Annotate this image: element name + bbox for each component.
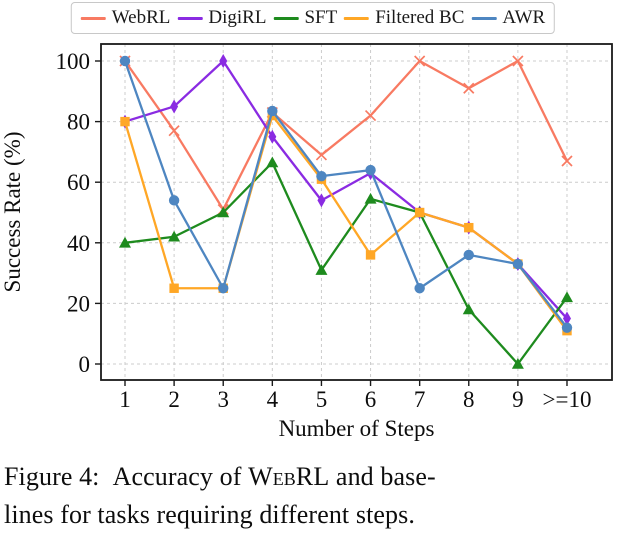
y-tick-label-60: 60 [67,170,90,195]
marker-triangle [511,358,524,369]
x-tick-label-7: 7 [414,387,426,412]
marker-triangle [119,236,131,248]
x-tick-label-9: 9 [512,387,524,412]
marker-triangle [364,192,377,204]
plot-border [100,43,613,381]
marker-x [561,155,573,167]
legend-label-digirl: DigiRL [208,7,267,28]
y-axis-label: Success Rate (%) [0,132,25,293]
marker-diamond [317,193,326,208]
marker-triangle [168,230,181,242]
marker-triangle [266,156,279,168]
legend-label-filtered-bc: Filtered BC [375,7,465,28]
series-line-awr [123,59,569,329]
figure-caption: Figure 4: Accuracy of WebRL and base- li… [4,458,624,534]
x-tick-label-2: 2 [168,387,180,412]
legend-item-sft: SFT [273,7,337,29]
marker-triangle [462,303,475,315]
marker-circle [512,258,524,270]
marker-diamond [170,99,179,114]
x-axis-label: Number of Steps [279,416,435,441]
series-digirl [121,54,571,326]
marker-x [463,82,475,94]
marker-square [464,222,474,233]
series-line-filtered-bc [123,114,569,332]
marker-circle [365,164,376,176]
caption-line-1: Figure 4: Accuracy of WebRL and base- [4,458,624,496]
marker-square [365,250,376,260]
x-tick-label-3: 3 [217,387,229,412]
legend-item-webrl: WebRL [80,7,171,29]
legend-label-webrl: WebRL [111,7,171,28]
x-tick-label-8: 8 [463,387,475,412]
y-tick-label-80: 80 [67,110,90,135]
axes: 1 2 3 4 5 6 7 8 9 >=10 0 20 40 60 80 100 [56,49,592,412]
y-tick-label-20: 20 [67,291,90,316]
legend-swatch-webrl [80,16,106,20]
legend-swatch-awr [471,16,497,20]
caption-line-2: lines for tasks requiring different step… [4,500,415,529]
series-sft [119,156,573,369]
series-line-sft [123,161,569,366]
line-chart: 1 2 3 4 5 6 7 8 9 >=10 0 20 40 60 80 100 Number of Steps… [0,43,613,441]
marker-circle [316,170,327,182]
marker-x [315,149,328,161]
legend-swatch-sft [273,16,299,20]
marker-square [120,116,130,127]
x-tick-label-1: 1 [119,387,131,412]
marker-x [512,55,524,67]
marker-circle [218,283,229,294]
legend-item-digirl: DigiRL [177,7,266,29]
series-webrl [119,55,573,216]
y-tick-label-40: 40 [67,231,90,256]
legend-item-awr: AWR [471,7,545,29]
caption-webrl-smallcaps: WebRL [248,462,330,491]
caption-text: Figure 4: Accuracy of [4,462,249,491]
x-tick-label--10: >=10 [543,387,592,412]
marker-triangle [315,264,328,275]
x-tick-label-5: 5 [316,387,328,412]
y-tick-label-100: 100 [56,49,91,74]
legend-swatch-digirl [177,16,203,20]
grid-lines [101,44,612,380]
x-tick-label-6: 6 [365,387,377,412]
legend-label-sft: SFT [304,7,338,28]
marker-diamond [562,311,571,326]
marker-circle [267,105,278,117]
marker-circle [119,55,131,67]
marker-square [169,283,179,293]
chart-legend: WebRL DigiRL SFT Filtered BC AWR [70,2,556,34]
legend-label-awr: AWR [502,7,546,28]
legend-item-filtered-bc: Filtered BC [344,7,464,29]
marker-square [414,207,425,218]
marker-diamond [268,129,277,144]
series-line-webrl [123,59,569,211]
marker-triangle [560,291,573,303]
marker-x [168,125,180,137]
legend-swatch-filtered-bc [344,16,370,20]
marker-x [414,55,426,67]
marker-circle [414,283,425,294]
marker-circle [463,249,474,261]
caption-text: and base- [329,462,436,491]
marker-triangle [217,206,230,218]
x-tick-label-4: 4 [267,387,279,412]
series-line-digirl [123,59,569,320]
marker-x [364,109,377,122]
marker-diamond [219,54,228,68]
y-tick-label-0: 0 [79,352,91,377]
marker-circle [561,322,573,333]
series-awr [119,55,573,333]
marker-circle [168,195,180,206]
